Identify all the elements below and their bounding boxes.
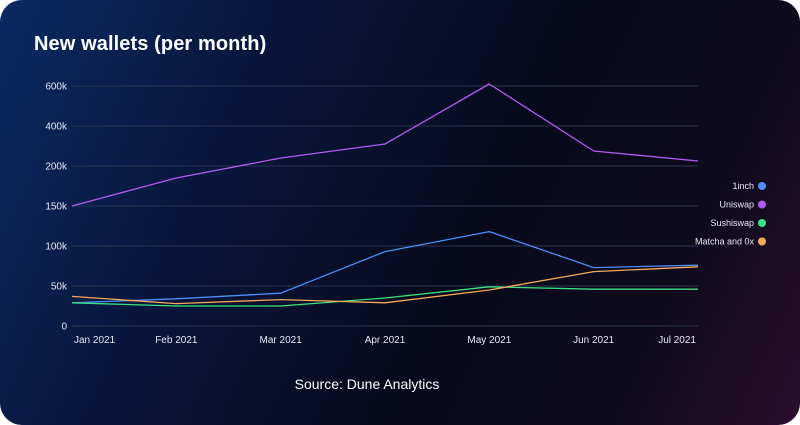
x-tick-label: Jan 2021 bbox=[74, 335, 116, 346]
x-tick-label: May 2021 bbox=[467, 335, 511, 346]
y-tick-label: 150k bbox=[45, 202, 68, 213]
y-tick-label: 200k bbox=[45, 162, 68, 173]
y-tick-label: 400k bbox=[45, 122, 68, 133]
series-line-sushiswap bbox=[71, 286, 698, 307]
series-line-uniswap bbox=[71, 83, 699, 207]
legend-label-sushiswap: Sushiswap bbox=[710, 218, 754, 228]
y-tick-label: 0 bbox=[61, 322, 67, 333]
legend-marker-uniswap bbox=[758, 200, 766, 209]
legend-label-1inch: 1inch bbox=[732, 181, 754, 191]
series-line-matcha-and-0x bbox=[71, 266, 699, 305]
x-tick-label: Jun 2021 bbox=[573, 335, 615, 346]
y-axis-ticks: 0 50k 100k 150k 200k 400k 600k bbox=[45, 82, 68, 333]
legend-label-uniswap: Uniswap bbox=[719, 200, 754, 210]
x-tick-label: Mar 2021 bbox=[260, 335, 303, 346]
x-tick-label: Jul 2021 bbox=[658, 335, 696, 346]
legend-marker-matcha-and-0x bbox=[758, 237, 766, 246]
source-caption: Source: Dune Analytics bbox=[294, 376, 440, 392]
x-tick-label: Feb 2021 bbox=[155, 335, 198, 346]
x-tick-label: Apr 2021 bbox=[365, 335, 406, 346]
y-tick-label: 100k bbox=[45, 242, 68, 253]
series-line-1inch bbox=[71, 230, 699, 304]
legend: 1inch Uniswap Sushiswap Matcha and 0x bbox=[695, 181, 766, 247]
legend-label-matcha-and-0x: Matcha and 0x bbox=[695, 237, 755, 247]
y-tick-label: 600k bbox=[45, 82, 68, 93]
chart-title: New wallets (per month) bbox=[34, 33, 267, 55]
legend-marker-sushiswap bbox=[758, 219, 766, 227]
x-axis-ticks: Jan 2021 Feb 2021 Mar 2021 Apr 2021 May 2021… bbox=[74, 335, 696, 346]
legend-marker-1inch bbox=[758, 182, 766, 190]
series-lines bbox=[71, 83, 699, 307]
gridlines bbox=[72, 85, 698, 327]
y-tick-label: 50k bbox=[51, 282, 68, 293]
